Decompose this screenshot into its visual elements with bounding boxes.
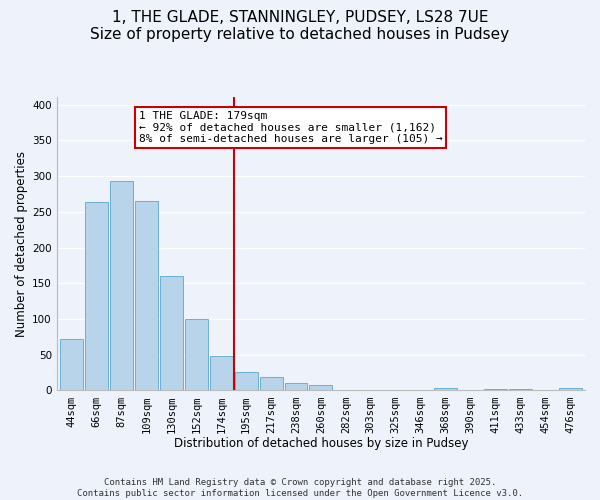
Bar	[85, 202, 108, 390]
Bar	[310, 385, 332, 390]
Bar	[160, 276, 183, 390]
X-axis label: Distribution of detached houses by size in Pudsey: Distribution of detached houses by size …	[173, 437, 468, 450]
Text: Contains HM Land Registry data © Crown copyright and database right 2025.
Contai: Contains HM Land Registry data © Crown c…	[77, 478, 523, 498]
Y-axis label: Number of detached properties: Number of detached properties	[15, 151, 28, 337]
Bar	[60, 339, 83, 390]
Bar	[434, 388, 457, 390]
Bar	[135, 201, 158, 390]
Bar	[509, 389, 532, 390]
Bar	[559, 388, 581, 390]
Text: 1 THE GLADE: 179sqm
← 92% of detached houses are smaller (1,162)
8% of semi-deta: 1 THE GLADE: 179sqm ← 92% of detached ho…	[139, 110, 442, 144]
Bar	[260, 377, 283, 390]
Bar	[185, 319, 208, 390]
Bar	[210, 356, 233, 390]
Bar	[235, 372, 257, 390]
Text: 1, THE GLADE, STANNINGLEY, PUDSEY, LS28 7UE
Size of property relative to detache: 1, THE GLADE, STANNINGLEY, PUDSEY, LS28 …	[91, 10, 509, 42]
Bar	[284, 384, 307, 390]
Bar	[110, 181, 133, 390]
Bar	[484, 389, 507, 390]
